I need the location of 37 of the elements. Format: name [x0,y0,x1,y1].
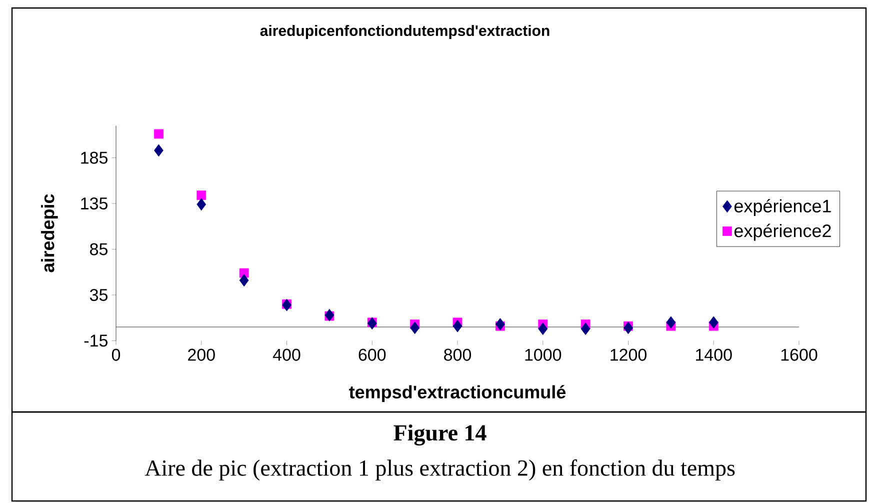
x-tick-label: 600 [358,348,386,361]
x-tick-label: 1400 [696,348,732,361]
x-tick-label: 800 [444,348,472,361]
point [495,318,505,330]
y-tick-label: 185 [81,152,108,164]
text: Figure 14 [394,424,486,446]
point [154,144,164,157]
x-tick-label: 1000 [525,348,562,361]
point [367,317,377,330]
point [452,320,462,332]
y-tick-label: 35 [90,288,108,301]
point [324,308,334,322]
x-tick-label: 1600 [781,348,818,361]
point [282,298,292,312]
point [666,316,676,329]
y-axis-title: airedepic [41,194,58,272]
point [538,322,548,336]
point [154,129,164,139]
x-tick-label: 0 [112,348,120,361]
point [410,322,420,334]
point [708,316,718,329]
x-tick-label: 1200 [610,348,646,361]
point [624,322,633,334]
legend-label: expérience2 [734,224,831,241]
y-tick-label: 135 [81,197,108,210]
x-axis-title: tempsd'extractioncumulé [349,385,566,402]
x-tick-label: 400 [272,348,300,361]
text: Aire de pic (extraction 1 plus extraction 2) en fonction du temps [144,459,735,481]
chart-title: airedupicenfonctiondutempsd'extraction [260,25,550,39]
point [580,322,590,336]
point [196,198,206,211]
y-tick-label: -15 [84,334,108,347]
point [196,190,206,200]
point [239,274,249,287]
x-tick-label: 200 [188,348,215,361]
y-tick-label: 85 [90,243,108,256]
legend-label: expérience1 [734,199,831,216]
